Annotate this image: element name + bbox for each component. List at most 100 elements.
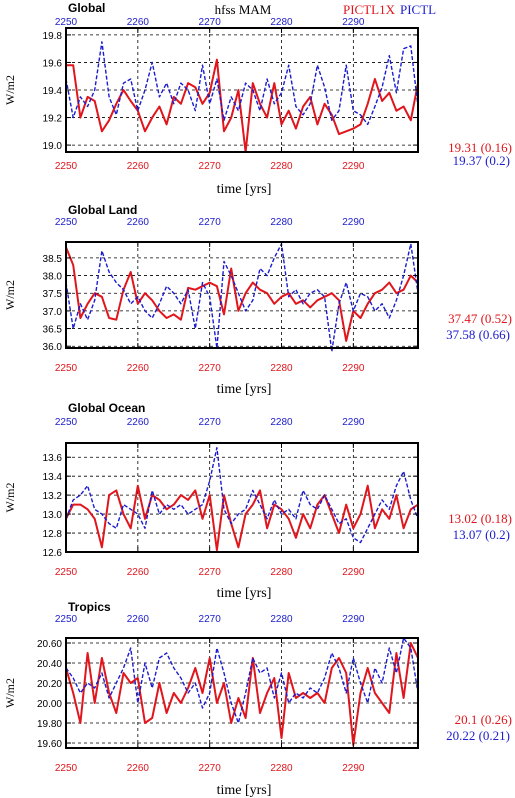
center-title: hfss MAM <box>215 2 272 17</box>
series-line-red <box>65 484 419 552</box>
panel-title: Global <box>68 1 105 15</box>
x-tick-label-top: 2290 <box>342 417 365 428</box>
x-tick-label-bottom: 2280 <box>270 363 293 374</box>
y-tick-label: 20.40 <box>37 659 62 670</box>
y-axis-label: W/m2 <box>3 483 17 513</box>
x-tick-label-bottom: 2270 <box>199 161 222 172</box>
x-tick-label-top: 2250 <box>55 614 78 625</box>
x-tick-label-bottom: 2260 <box>127 161 150 172</box>
x-axis-label: time [yrs] <box>217 586 272 601</box>
panel-3: Global Ocean 12.6 12.8 13.0 13.2 13.4 13.6 W/m2… <box>3 401 512 601</box>
panel-2: Global Land 36.0 36.5 37.0 37.5 38.0 38.5 W/m2 2… <box>3 203 512 397</box>
stats-blue: 13.07 (0.2) <box>453 527 510 542</box>
x-tick-label-bottom: 2270 <box>199 363 222 374</box>
x-tick-label-top: 2260 <box>127 17 150 28</box>
x-tick-label-bottom: 2290 <box>342 567 365 578</box>
y-tick-label: 13.4 <box>43 472 63 483</box>
x-tick-label-bottom: 2270 <box>199 763 222 774</box>
x-tick-label-bottom: 2280 <box>270 763 293 774</box>
x-tick-label-bottom: 2290 <box>342 763 365 774</box>
y-tick-label: 13.0 <box>43 510 63 521</box>
y-tick-label: 12.6 <box>43 548 63 559</box>
x-tick-label-bottom: 2260 <box>127 567 150 578</box>
x-tick-label-top: 2270 <box>199 217 222 228</box>
stats-red: 20.1 (0.26) <box>455 712 512 727</box>
legend-red-label: PICTL1X <box>343 2 396 17</box>
series-line-blue <box>65 243 419 353</box>
y-tick-label: 19.4 <box>43 86 63 97</box>
panel-title: Global Land <box>68 203 137 217</box>
y-tick-label: 19.8 <box>43 31 63 42</box>
x-tick-label-bottom: 2290 <box>342 161 365 172</box>
stats-red: 13.02 (0.18) <box>448 511 512 526</box>
series-line-blue <box>65 637 419 724</box>
y-tick-label: 19.80 <box>37 719 62 730</box>
y-tick-label: 37.5 <box>43 289 63 300</box>
y-tick-label: 19.6 <box>43 58 63 69</box>
x-tick-label-top: 2290 <box>342 217 365 228</box>
y-axis-label: W/m2 <box>3 75 17 105</box>
y-tick-label: 20.00 <box>37 699 62 710</box>
plot-frame <box>65 637 419 749</box>
y-tick-label: 20.20 <box>37 679 62 690</box>
y-tick-label: 19.0 <box>43 141 63 152</box>
x-tick-label-bottom: 2290 <box>342 363 365 374</box>
panel-title: Global Ocean <box>68 401 145 415</box>
x-tick-label-bottom: 2270 <box>199 567 222 578</box>
y-axis-label: W/m2 <box>3 678 17 708</box>
y-tick-label: 38.0 <box>43 272 63 283</box>
panel-title: Tropics <box>68 600 111 614</box>
y-tick-label: 36.5 <box>43 325 63 336</box>
series-line-blue <box>65 447 419 544</box>
x-tick-label-top: 2280 <box>270 17 293 28</box>
y-tick-label: 13.2 <box>43 491 63 502</box>
x-tick-label-bottom: 2250 <box>55 363 78 374</box>
x-tick-label-bottom: 2250 <box>55 763 78 774</box>
x-tick-label-top: 2260 <box>127 217 150 228</box>
plot-frame <box>65 241 419 349</box>
y-tick-label: 20.60 <box>37 639 62 650</box>
x-tick-label-top: 2260 <box>127 417 150 428</box>
x-tick-label-top: 2290 <box>342 17 365 28</box>
stats-blue: 37.58 (0.66) <box>446 327 510 342</box>
legend-blue-label: PICTL <box>400 2 436 17</box>
x-tick-label-top: 2270 <box>199 417 222 428</box>
x-tick-label-top: 2290 <box>342 614 365 625</box>
x-tick-label-top: 2270 <box>199 17 222 28</box>
panels: Global 19.0 19.2 19.4 19.6 19.8 W/m2 2250 2250 22… <box>3 1 512 798</box>
x-tick-label-top: 2250 <box>55 17 78 28</box>
y-tick-label: 12.8 <box>43 529 63 540</box>
series-line-blue <box>65 41 419 126</box>
panel-1: Global 19.0 19.2 19.4 19.6 19.8 W/m2 2250 2250 22… <box>3 1 512 197</box>
x-tick-label-top: 2250 <box>55 217 78 228</box>
series-line-red <box>65 246 419 342</box>
series-line-red <box>66 58 419 153</box>
x-tick-label-top: 2280 <box>270 217 293 228</box>
x-tick-label-bottom: 2280 <box>270 567 293 578</box>
x-tick-label-bottom: 2280 <box>270 161 293 172</box>
y-tick-label: 13.6 <box>43 453 63 464</box>
x-axis-label: time [yrs] <box>217 182 272 197</box>
stats-blue: 19.37 (0.2) <box>453 153 510 168</box>
y-axis-label: W/m2 <box>3 280 17 310</box>
x-tick-label-top: 2260 <box>127 614 150 625</box>
x-axis-label: time [yrs] <box>217 382 272 397</box>
y-tick-label: 19.2 <box>43 114 63 125</box>
y-tick-label: 37.0 <box>43 307 63 318</box>
stats-blue: 20.22 (0.21) <box>446 728 510 743</box>
y-tick-label: 38.5 <box>43 254 63 265</box>
x-tick-label-top: 2280 <box>270 614 293 625</box>
y-tick-label: 36.0 <box>43 342 63 353</box>
x-tick-label-top: 2250 <box>55 417 78 428</box>
x-axis-label: time [yrs] <box>217 783 272 798</box>
x-tick-label-bottom: 2250 <box>55 161 78 172</box>
x-tick-label-bottom: 2260 <box>127 763 150 774</box>
y-tick-label: 19.60 <box>37 739 62 750</box>
x-tick-label-bottom: 2260 <box>127 363 150 374</box>
stats-red: 19.31 (0.16) <box>448 140 512 155</box>
panel-4: Tropics 19.60 19.80 20.00 20.20 20.40 20.60 W/m… <box>3 600 512 798</box>
stats-red: 37.47 (0.52) <box>448 311 512 326</box>
x-tick-label-top: 2270 <box>199 614 222 625</box>
x-tick-label-top: 2280 <box>270 417 293 428</box>
